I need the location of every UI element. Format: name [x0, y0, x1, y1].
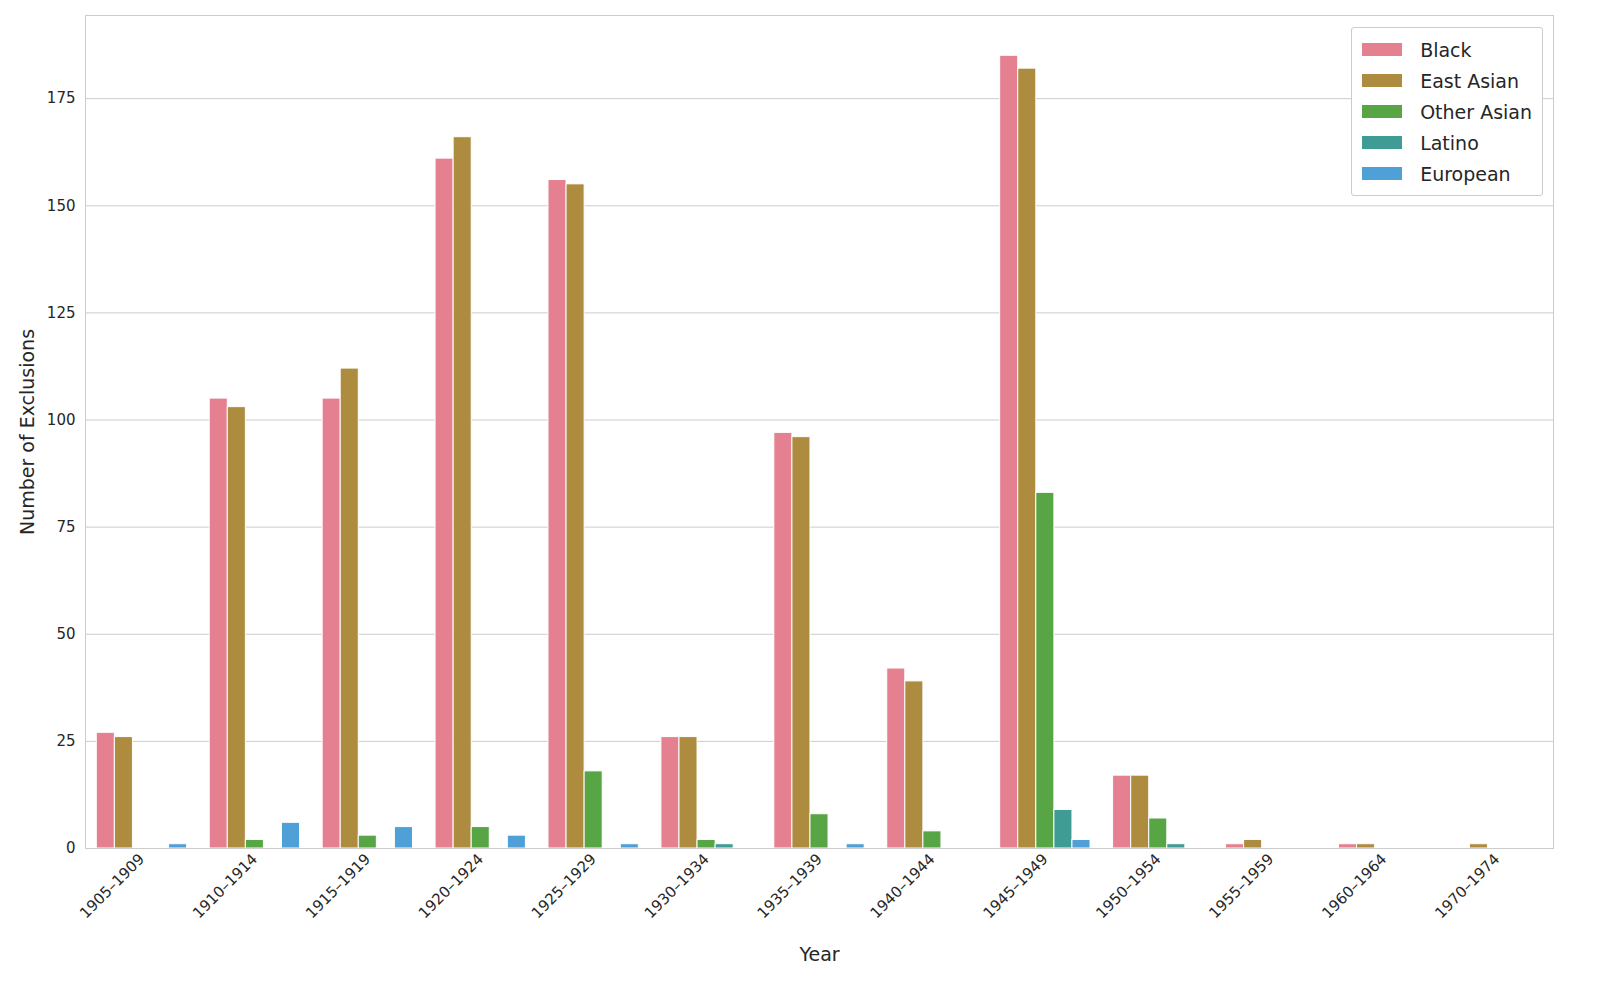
svg-text:Number of Exclusions: Number of Exclusions	[16, 329, 38, 535]
svg-text:1945–1949: 1945–1949	[980, 850, 1052, 922]
svg-text:1930–1934: 1930–1934	[641, 850, 713, 922]
svg-text:150: 150	[47, 197, 76, 215]
svg-text:1960–1964: 1960–1964	[1318, 850, 1390, 922]
svg-text:175: 175	[47, 89, 76, 107]
svg-text:1910–1914: 1910–1914	[189, 850, 261, 922]
html-text:East Asian: East Asian	[1420, 69, 1519, 92]
html-text:Black: Black	[1420, 38, 1472, 61]
svg-text:50: 50	[56, 625, 75, 643]
svg-text:1905–1909: 1905–1909	[76, 850, 148, 922]
svg-text:1935–1939: 1935–1939	[754, 850, 826, 922]
svg-text:Year: Year	[798, 943, 839, 965]
svg-text:1920–1924: 1920–1924	[415, 850, 487, 922]
svg-text:1955–1959: 1955–1959	[1205, 850, 1277, 922]
html-text:European: European	[1420, 162, 1511, 185]
svg-text:0: 0	[66, 839, 76, 857]
html-text:Latino: Latino	[1420, 131, 1479, 154]
svg-text:1925–1929: 1925–1929	[528, 850, 600, 922]
svg-text:125: 125	[47, 304, 76, 322]
svg-text:1950–1954: 1950–1954	[1092, 850, 1164, 922]
svg-text:1940–1944: 1940–1944	[867, 850, 939, 922]
html-text:Other Asian: Other Asian	[1420, 100, 1532, 123]
svg-text:25: 25	[56, 732, 75, 750]
svg-text:75: 75	[56, 518, 75, 536]
svg-text:1915–1919: 1915–1919	[302, 850, 374, 922]
svg-text:100: 100	[47, 411, 76, 429]
svg-text:1970–1974: 1970–1974	[1431, 850, 1503, 922]
